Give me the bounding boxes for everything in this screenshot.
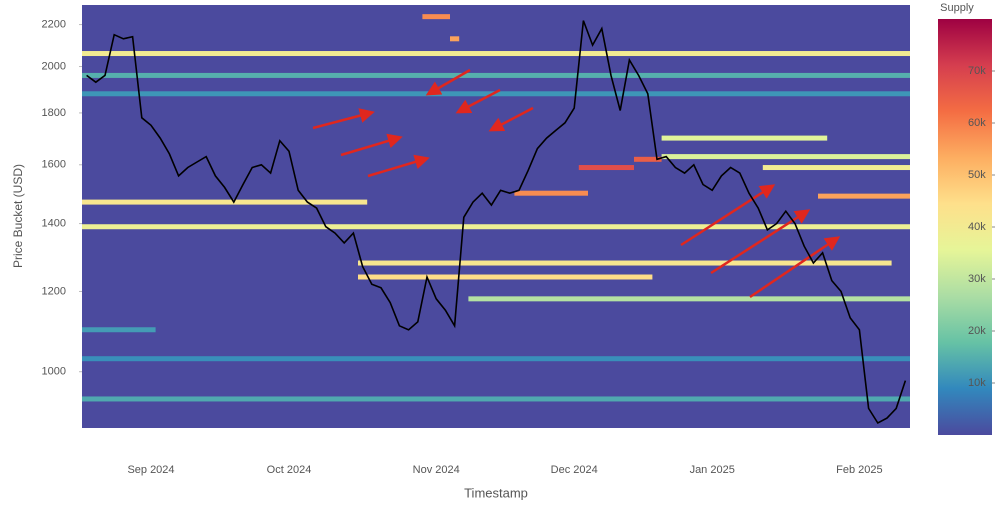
y-tick-label: 2000 (42, 60, 66, 72)
heatmap-cell (634, 156, 662, 162)
colorbar-tick-label: 60k (968, 117, 986, 129)
heatmap-cell (818, 193, 910, 199)
heatmap-cell (82, 396, 910, 402)
x-tick-label: Feb 2025 (836, 464, 882, 476)
y-tick-label: 1000 (42, 366, 66, 378)
arrow (367, 154, 430, 178)
colorbar-tick-label: 30k (968, 273, 986, 285)
arrow (710, 209, 811, 275)
colorbar-tick-label: 70k (968, 65, 986, 77)
heatmap-cell (450, 36, 460, 42)
arrow (488, 106, 534, 132)
heatmap-cell (82, 199, 368, 205)
arrow (749, 236, 841, 299)
y-tick-label: 1200 (42, 285, 66, 297)
heatmap-cell (82, 72, 910, 78)
heatmap-cell (578, 165, 634, 171)
heatmap-cell (762, 165, 910, 171)
arrow (425, 68, 471, 96)
colorbar (938, 19, 992, 435)
heatmap-cell (82, 51, 910, 57)
x-tick-label: Sep 2024 (127, 464, 174, 476)
arrow (312, 108, 375, 130)
colorbar-tick-label: 50k (968, 169, 986, 181)
colorbar-tick-label: 40k (968, 221, 986, 233)
heatmap-cell (661, 154, 910, 160)
colorbar-tick-label: 20k (968, 325, 986, 337)
x-tick-label: Nov 2024 (413, 464, 460, 476)
annotation-arrows (312, 68, 841, 299)
plot-area (82, 5, 910, 428)
y-tick-label: 1800 (42, 107, 66, 119)
colorbar-title: Supply (940, 2, 974, 14)
heatmap-cell (468, 296, 910, 302)
y-tick-label: 1600 (42, 159, 66, 171)
heatmap-cell (358, 274, 653, 280)
arrow (680, 184, 776, 247)
heatmap-background (82, 5, 910, 428)
heatmap-cell (82, 356, 910, 362)
price-line (86, 20, 907, 425)
x-tick-label: Jan 2025 (690, 464, 735, 476)
y-tick-label: 1400 (42, 217, 66, 229)
x-axis-title: Timestamp (464, 485, 528, 500)
heatmap-cell (422, 14, 450, 20)
arrow (455, 88, 501, 114)
x-tick-label: Dec 2024 (551, 464, 598, 476)
x-tick-label: Oct 2024 (267, 464, 312, 476)
heatmap-cell (661, 135, 828, 141)
heatmap-cell (514, 190, 588, 196)
heatmap-cell (358, 260, 892, 266)
heatmap-cell (82, 327, 156, 333)
arrow (340, 133, 403, 157)
heatmap-cell (82, 91, 910, 97)
y-axis-title: Price Bucket (USD) (11, 164, 25, 268)
heatmap-cell (82, 224, 910, 230)
y-tick-label: 2200 (42, 18, 66, 30)
colorbar-tick-label: 10k (968, 377, 986, 389)
